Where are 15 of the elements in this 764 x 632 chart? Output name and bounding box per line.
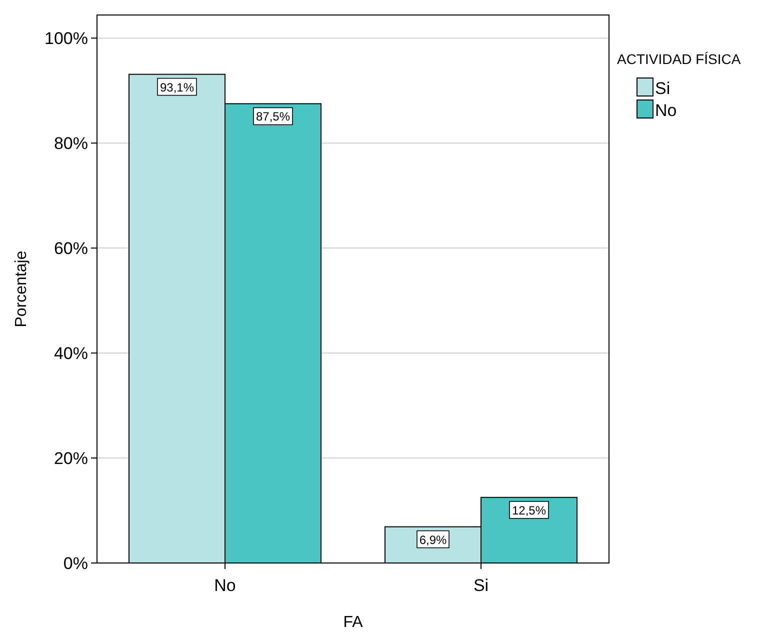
data-label: 87,5% (256, 110, 290, 124)
data-label: 12,5% (512, 503, 546, 518)
y-tick-label: 0% (63, 554, 88, 573)
legend-label: No (655, 101, 677, 120)
y-tick-label: 80% (54, 134, 88, 154)
legend-label: Si (655, 79, 670, 98)
data-label: 93,1% (160, 80, 194, 94)
y-tick-label: 20% (54, 449, 88, 468)
x-axis-title: FA (343, 614, 364, 631)
y-tick-label: 100% (44, 29, 88, 48)
legend-title: ACTIVIDAD FÍSICA (617, 51, 742, 67)
y-axis-title: Porcentaje (13, 250, 30, 328)
y-tick-label: 60% (54, 239, 88, 258)
data-label: 6,9% (419, 532, 447, 547)
y-tick-label: 40% (54, 344, 88, 364)
